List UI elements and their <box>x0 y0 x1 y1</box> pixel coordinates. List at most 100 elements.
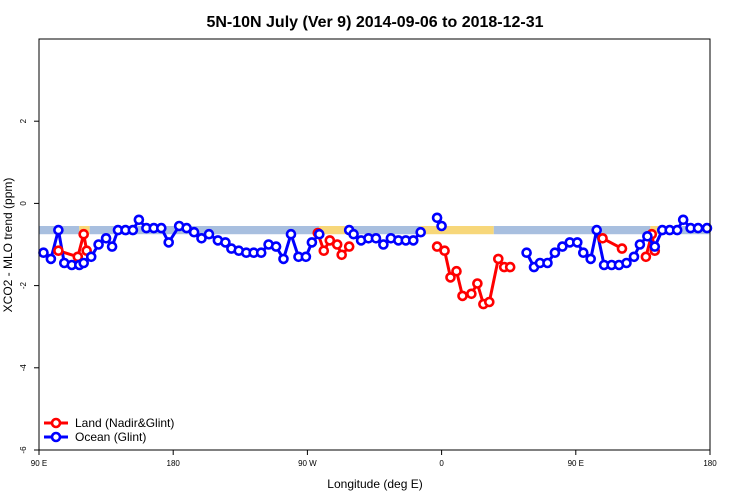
legend-label-0: Land (Nadir&Glint) <box>75 416 174 430</box>
land-point-2-2 <box>445 272 456 283</box>
ocean-point-0-38 <box>313 228 325 240</box>
series-points <box>38 212 713 310</box>
land-point-1-5 <box>343 241 355 252</box>
ocean-point-0-9 <box>100 233 112 244</box>
ocean-point-3-15 <box>628 251 640 263</box>
land-point-2-1 <box>439 245 450 256</box>
legend-marker-1 <box>50 431 62 443</box>
ocean-point-0-21 <box>188 226 200 238</box>
x-tick-label-4: 90 E <box>568 459 584 468</box>
ocean-point-3-4 <box>549 247 561 258</box>
reference-band <box>39 226 710 235</box>
y-tick-label-4: 2 <box>19 118 28 123</box>
land-point-2-0 <box>431 241 443 252</box>
ocean-point-0-22 <box>196 233 207 244</box>
land-point-2-11 <box>504 261 516 273</box>
ocean-point-0-8 <box>93 239 104 250</box>
ocean-point-3-5 <box>557 241 568 252</box>
y-axis-label: XCO2 - MLO trend (ppm) <box>1 178 15 313</box>
ocean-point-3-24 <box>692 222 704 234</box>
ocean-point-0-0 <box>38 247 49 258</box>
band-segment-8 <box>660 226 710 235</box>
land-point-2-6 <box>472 278 483 289</box>
band-segment-3 <box>319 226 347 235</box>
ocean-point-2-1 <box>436 220 447 232</box>
x-axis: 90 E 180 90 W 0 90 E 180 <box>31 450 717 468</box>
ocean-point-3-21 <box>671 224 683 236</box>
y-tick-label-1: -4 <box>19 364 28 372</box>
band-segment-4 <box>346 226 421 235</box>
ocean-point-0-10 <box>106 241 118 252</box>
ocean-point-0-23 <box>203 228 215 240</box>
band-segment-2 <box>89 226 320 235</box>
ocean-point-0-34 <box>285 228 297 240</box>
y-tick-label-2: -2 <box>19 281 28 289</box>
plot-frame <box>38 38 711 451</box>
land-point-0-2 <box>78 228 89 240</box>
chart-title: 5N-10N July (Ver 9) 2014-09-06 to 2018-1… <box>206 14 543 31</box>
land-point-1-1 <box>318 245 330 256</box>
land-point-3-0 <box>597 233 608 244</box>
ocean-point-3-8 <box>577 247 589 258</box>
x-tick-label-5: 180 <box>703 459 717 468</box>
ocean-point-3-3 <box>542 257 553 269</box>
y-tick-label-0: -6 <box>19 446 28 454</box>
land-point-1-3 <box>331 239 343 250</box>
ocean-point-3-9 <box>585 253 597 265</box>
land-point-2-5 <box>466 288 477 300</box>
ocean-point-0-18 <box>163 237 174 248</box>
x-tick-label-2: 90 W <box>298 459 317 468</box>
ocean-point-0-14 <box>133 214 145 226</box>
ocean-point-1-10 <box>415 226 427 238</box>
land-point-1-4 <box>336 249 348 261</box>
land-point-2-3 <box>451 265 462 277</box>
ocean-point-0-17 <box>156 222 167 234</box>
y-tick-label-3: 0 <box>19 201 28 206</box>
ocean-point-3-16 <box>634 239 646 250</box>
ocean-point-0-36 <box>300 251 312 263</box>
ocean-point-1-9 <box>407 235 419 246</box>
x-tick-label-1: 180 <box>167 459 181 468</box>
land-point-4-0 <box>640 251 652 263</box>
ocean-point-0-2 <box>53 224 64 236</box>
band-segment-7 <box>650 226 661 235</box>
ocean-point-3-18 <box>649 241 661 252</box>
x-tick-label-3: 0 <box>439 459 444 468</box>
legend: Land (Nadir&Glint)Ocean (Glint) <box>44 416 174 444</box>
ocean-point-0-32 <box>270 241 282 252</box>
x-axis-label: Longitude (deg E) <box>327 477 422 491</box>
ocean-point-0-13 <box>127 224 139 236</box>
band-segment-6 <box>493 226 651 235</box>
ocean-point-3-22 <box>677 214 689 226</box>
ocean-point-0-7 <box>85 251 97 263</box>
ocean-point-3-17 <box>642 231 653 242</box>
land-point-3-1 <box>616 243 628 254</box>
ocean-point-0-37 <box>306 237 318 248</box>
land-point-0-0 <box>53 245 64 256</box>
ocean-point-0-30 <box>255 247 267 258</box>
land-line-0 <box>57 232 89 259</box>
band-segment-5 <box>420 226 494 235</box>
x-tick-label-0: 90 E <box>31 459 47 468</box>
ocean-point-1-4 <box>370 233 382 244</box>
legend-marker-0 <box>50 417 62 429</box>
ocean-point-1-1 <box>348 228 359 240</box>
legend-label-1: Ocean (Glint) <box>75 430 146 444</box>
ocean-point-0-33 <box>278 253 289 265</box>
ocean-point-3-7 <box>571 237 583 248</box>
land-point-1-2 <box>324 235 336 246</box>
ocean-point-0-6 <box>78 257 89 269</box>
y-axis: -6 -4 -2 0 2 <box>19 118 39 454</box>
ocean-point-0-1 <box>45 253 57 265</box>
ocean-point-0-20 <box>181 222 192 234</box>
land-point-2-4 <box>457 290 468 302</box>
land-point-2-9 <box>492 253 504 265</box>
ocean-point-1-5 <box>378 239 389 250</box>
ocean-point-3-0 <box>521 247 532 258</box>
ocean-point-0-25 <box>220 237 231 248</box>
ocean-point-2-0 <box>431 212 443 224</box>
land-point-2-8 <box>483 296 495 308</box>
ocean-point-3-10 <box>591 224 603 236</box>
ocean-point-3-25 <box>701 222 713 234</box>
